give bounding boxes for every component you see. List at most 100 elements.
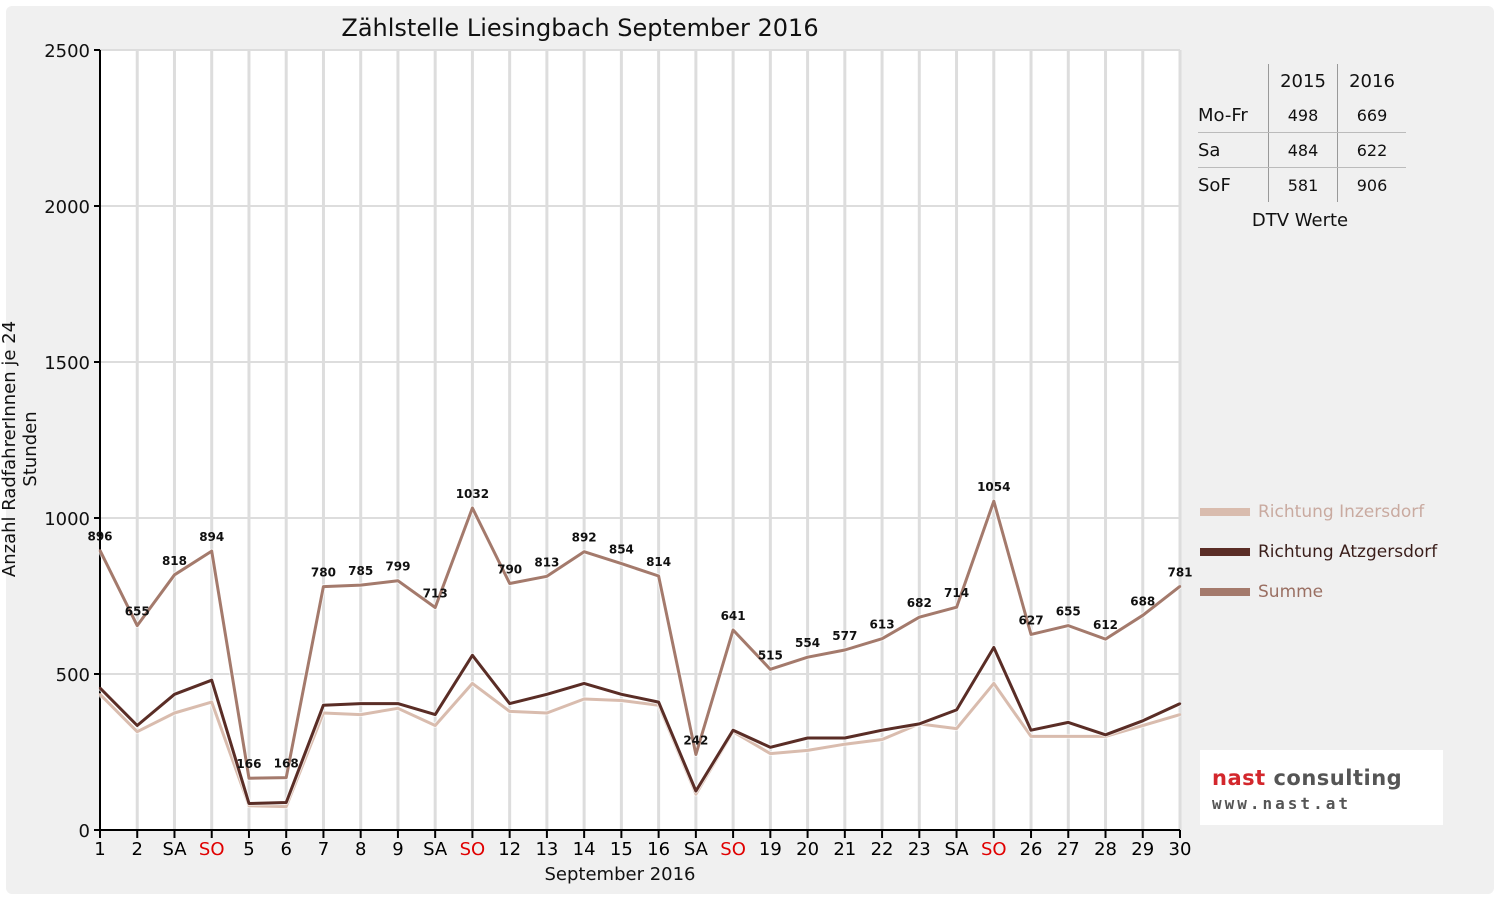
x-tick-label: 20 — [796, 839, 819, 860]
x-tick-label: SO — [720, 839, 746, 860]
data-point — [285, 801, 288, 804]
chart-title: Zählstelle Liesingbach September 2016 — [341, 14, 819, 42]
x-tick-label: 21 — [833, 839, 856, 860]
x-tick-label: SA — [684, 839, 709, 860]
data-point — [620, 562, 623, 565]
data-point — [396, 702, 400, 705]
data-point — [210, 679, 213, 682]
data-point — [210, 549, 213, 553]
data-point — [769, 752, 772, 755]
data-point — [620, 693, 623, 696]
data-label: 814 — [646, 555, 671, 569]
data-label: 242 — [683, 733, 708, 747]
data-point — [322, 704, 325, 707]
data-point — [322, 585, 325, 588]
y-tick-label: 1500 — [44, 353, 90, 374]
dtv-row-label: SoF — [1198, 167, 1269, 202]
data-point — [508, 710, 511, 713]
data-point — [1141, 614, 1144, 617]
data-point — [1104, 637, 1107, 641]
dtv-cell: 484 — [1268, 132, 1338, 168]
data-point — [806, 655, 809, 659]
data-label: 577 — [832, 629, 857, 643]
legend-swatch — [1200, 548, 1250, 556]
x-tick-label: 7 — [318, 839, 329, 860]
data-point — [880, 728, 884, 732]
company-logo: nast consulting www.nast.at — [1200, 750, 1443, 825]
dtv-caption: DTV Werte — [1251, 210, 1349, 231]
data-point — [1141, 724, 1144, 727]
x-tick-label: 29 — [1131, 839, 1154, 860]
data-point — [359, 713, 362, 716]
data-label: 1054 — [977, 480, 1010, 494]
series-line — [98, 681, 1181, 809]
data-point — [955, 708, 958, 712]
data-label: 641 — [721, 609, 746, 623]
legend-label: Richtung Atzgersdorf — [1258, 542, 1438, 562]
data-point — [285, 776, 288, 779]
logo-url: www.nast.at — [1212, 794, 1351, 813]
data-point — [247, 802, 251, 805]
data-point — [1067, 735, 1070, 738]
data-label: 714 — [944, 586, 969, 600]
data-point — [1067, 624, 1070, 627]
dtv-cell: 669 — [1337, 98, 1406, 133]
x-tick-label: SA — [162, 839, 187, 860]
x-tick-label: 6 — [280, 839, 291, 860]
data-point — [1067, 721, 1070, 724]
data-point — [98, 549, 102, 552]
dtv-header-2016: 2016 — [1349, 70, 1395, 92]
dtv-table: 2015 2016 Mo-Fr 498 669 Sa 484 622 SoF 5… — [1198, 64, 1406, 202]
data-labels-layer: 896 655 818 894 166 168 780 785 799 713 1032 790 813… — [87, 480, 1192, 771]
dtv-cell: 906 — [1356, 175, 1388, 195]
data-point — [359, 583, 362, 587]
data-point — [582, 550, 586, 553]
y-tick-label: 500 — [56, 665, 90, 686]
data-point — [136, 624, 139, 627]
data-point — [136, 724, 139, 727]
x-tick-label: SO — [199, 839, 225, 860]
data-point — [1141, 719, 1144, 722]
series-line — [98, 646, 1181, 805]
dtv-header-blank — [1198, 64, 1269, 98]
data-label: 896 — [87, 529, 112, 543]
x-tick-label: 26 — [1020, 839, 1043, 860]
x-tick-label: SO — [981, 839, 1007, 860]
data-point — [471, 654, 474, 657]
data-point — [694, 789, 698, 793]
data-point — [471, 682, 474, 685]
data-label: 780 — [311, 566, 336, 580]
data-label: 1032 — [456, 487, 489, 501]
y-tick-label: 2500 — [44, 41, 90, 62]
data-point — [433, 713, 437, 716]
data-point — [98, 693, 102, 696]
data-point — [955, 606, 958, 609]
x-tick-label: SO — [460, 839, 486, 860]
data-point — [694, 792, 698, 796]
legend-swatch — [1200, 508, 1250, 516]
data-label: 168 — [274, 757, 299, 771]
data-label: 554 — [795, 636, 820, 650]
data-point — [843, 648, 847, 652]
x-tick-label: 28 — [1094, 839, 1117, 860]
series-layer — [97, 498, 1182, 810]
legend-swatch — [1200, 588, 1250, 596]
x-tick-label: 22 — [871, 839, 894, 860]
x-tick-label: 19 — [759, 839, 782, 860]
dtv-cell: 581 — [1268, 167, 1338, 202]
x-tick-label: 2 — [132, 839, 143, 860]
dtv-cell: 622 — [1337, 132, 1406, 168]
x-tick-label: SA — [945, 839, 970, 860]
logo-name-part2: consulting — [1265, 766, 1403, 790]
data-point — [1178, 585, 1182, 588]
data-point — [210, 700, 213, 704]
data-point — [545, 711, 549, 715]
data-point — [508, 702, 511, 705]
data-label: 515 — [758, 648, 783, 662]
x-tick-label: 12 — [498, 839, 521, 860]
x-tick-label: 23 — [908, 839, 931, 860]
data-label: 781 — [1167, 565, 1192, 579]
data-point — [769, 746, 772, 749]
